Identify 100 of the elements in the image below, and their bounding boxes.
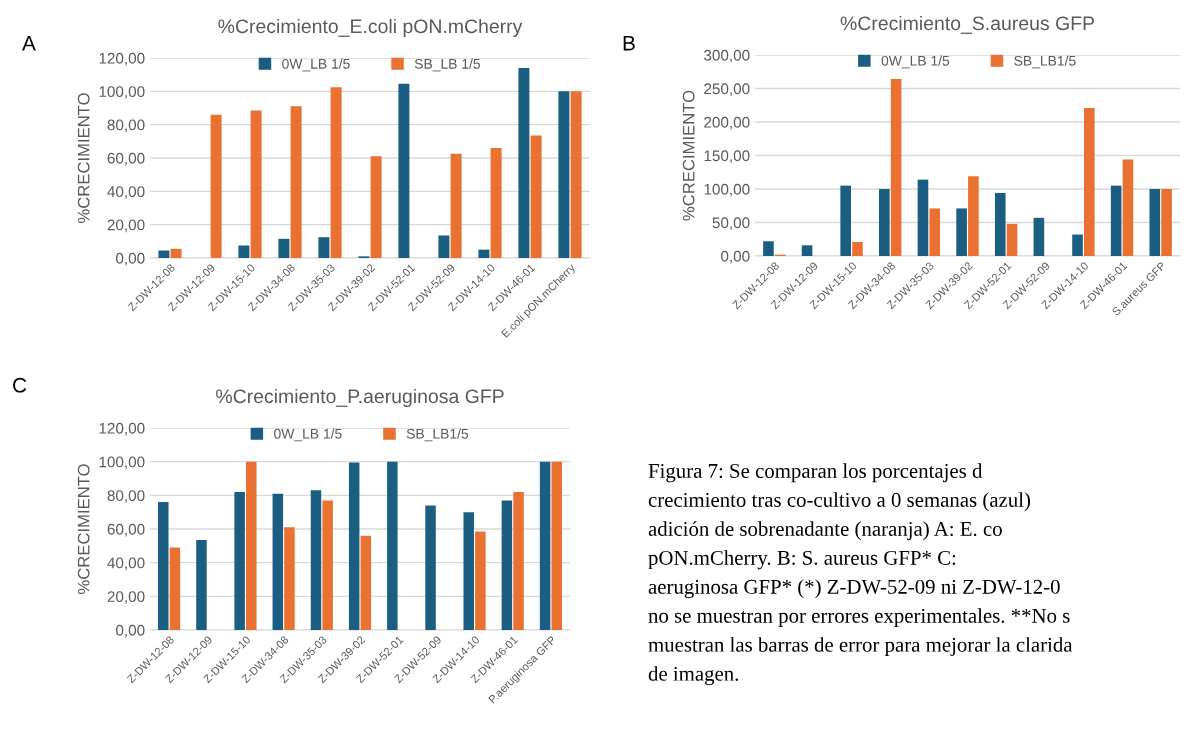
text: no se muestran por errores experimentales. **No s: [648, 608, 1070, 628]
y-tick-label: 60,00: [107, 152, 145, 166]
text: crecimiento tras co-cultivo a 0 semanas (azul): [648, 492, 1031, 512]
text: muestran las barras de error para mejorar la clarida: [648, 637, 1073, 657]
bar: [1110, 185, 1122, 256]
text: adición de sobrenadante (naranja) A: E. co: [648, 521, 1002, 541]
bar: [278, 238, 290, 258]
bar: [348, 462, 360, 630]
y-tick-label: 0,00: [116, 624, 145, 638]
bar: [246, 461, 257, 630]
text: de imagen.: [648, 666, 739, 686]
bar: [169, 547, 181, 630]
bar: [558, 91, 570, 258]
bar: [370, 156, 382, 258]
chart-title: %Crecimiento_E.coli pON.mCherry: [218, 18, 523, 38]
bar: [570, 91, 582, 258]
y-tick-label: 0,00: [721, 250, 750, 264]
y-tick-label: 300,00: [704, 49, 750, 63]
bar: [1033, 217, 1045, 256]
bar: [398, 83, 410, 258]
y-tick-label: 60,00: [107, 523, 145, 537]
bar: [322, 500, 333, 630]
legend-label: SB_LB1/5: [1014, 55, 1076, 69]
bar: [956, 208, 967, 256]
legend-label: 0W_LB 1/5: [881, 55, 950, 69]
bar: [1006, 223, 1018, 256]
bar: [852, 241, 863, 256]
y-tick-label: 40,00: [107, 557, 145, 571]
legend-label: 0W_LB 1/5: [274, 428, 342, 442]
y-tick-label: 200,00: [704, 116, 750, 130]
bar: [539, 461, 551, 630]
y-tick-label: 80,00: [107, 119, 145, 133]
bar: [890, 79, 902, 256]
bar: [1149, 189, 1161, 256]
y-tick-label: 150,00: [704, 150, 750, 163]
bar: [438, 235, 450, 258]
y-tick-label: 20,00: [107, 219, 145, 233]
bar: [425, 505, 436, 630]
y-tick-label: 100,00: [704, 183, 750, 197]
text: B: [623, 36, 635, 51]
y-tick-label: 120,00: [99, 422, 145, 436]
text: aeruginosa GFP* (*) Z-DW-52-09 ni Z-DW-12-0: [648, 579, 1060, 599]
y-axis-title: %CRECIMIENTO: [77, 464, 90, 594]
bar: [250, 110, 262, 258]
bar: [968, 176, 979, 256]
y-axis-title: %CRECIMIENTO: [682, 90, 695, 221]
chart-title: %Crecimiento_S.aureus GFP: [840, 15, 1094, 34]
bar: [330, 87, 342, 258]
bar: [450, 153, 462, 258]
bar: [234, 491, 245, 630]
bar: [490, 148, 502, 258]
chart-title: %Crecimiento_P.aeruginosa GFP: [216, 388, 504, 408]
bar: [272, 493, 284, 630]
bar: [360, 535, 372, 630]
bar: [387, 461, 398, 630]
bar: [551, 461, 562, 630]
bar: [170, 248, 182, 258]
bar: [478, 249, 490, 258]
text: C: [13, 377, 27, 393]
bar: [310, 490, 322, 630]
bar: [513, 491, 524, 630]
bar: [284, 527, 295, 630]
y-tick-label: 0,00: [116, 252, 145, 266]
bar: [1122, 159, 1134, 256]
bar: [929, 208, 941, 256]
y-tick-label: 20,00: [107, 591, 145, 604]
bar: [475, 531, 486, 630]
y-tick-label: 100,00: [99, 456, 145, 470]
text: A: [22, 36, 36, 51]
legend-label: SB_LB1/5: [406, 428, 469, 442]
bar: [1161, 189, 1172, 256]
bar: [917, 179, 929, 256]
bar: [994, 193, 1006, 256]
legend-label: SB_LB 1/5: [414, 58, 481, 72]
bar: [1083, 107, 1095, 256]
y-tick-label: 40,00: [107, 186, 145, 199]
bar: [158, 502, 169, 630]
bar: [158, 250, 170, 258]
bar: [318, 237, 330, 258]
legend-label: 0W_LB 1/5: [282, 58, 350, 72]
y-tick-label: 120,00: [99, 52, 145, 66]
bar: [801, 245, 813, 256]
bar: [1072, 234, 1083, 256]
y-tick-label: 50,00: [712, 217, 750, 230]
y-tick-label: 80,00: [107, 490, 145, 503]
y-axis-title: %CRECIMIENTO: [77, 93, 90, 223]
y-tick-label: 250,00: [704, 83, 750, 96]
bar: [530, 135, 542, 258]
bar: [501, 500, 513, 630]
text: pON.mCherry. B: S. aureus GFP* C:: [648, 550, 956, 570]
bar: [518, 68, 530, 258]
bar: [463, 512, 474, 630]
text: Figura 7: Se comparan los porcentajes d: [648, 463, 983, 483]
bar: [840, 185, 852, 256]
bar: [290, 106, 302, 258]
bar: [238, 245, 250, 258]
bar: [196, 539, 207, 630]
bar: [763, 241, 774, 256]
bar: [210, 114, 222, 258]
bar: [879, 189, 890, 256]
